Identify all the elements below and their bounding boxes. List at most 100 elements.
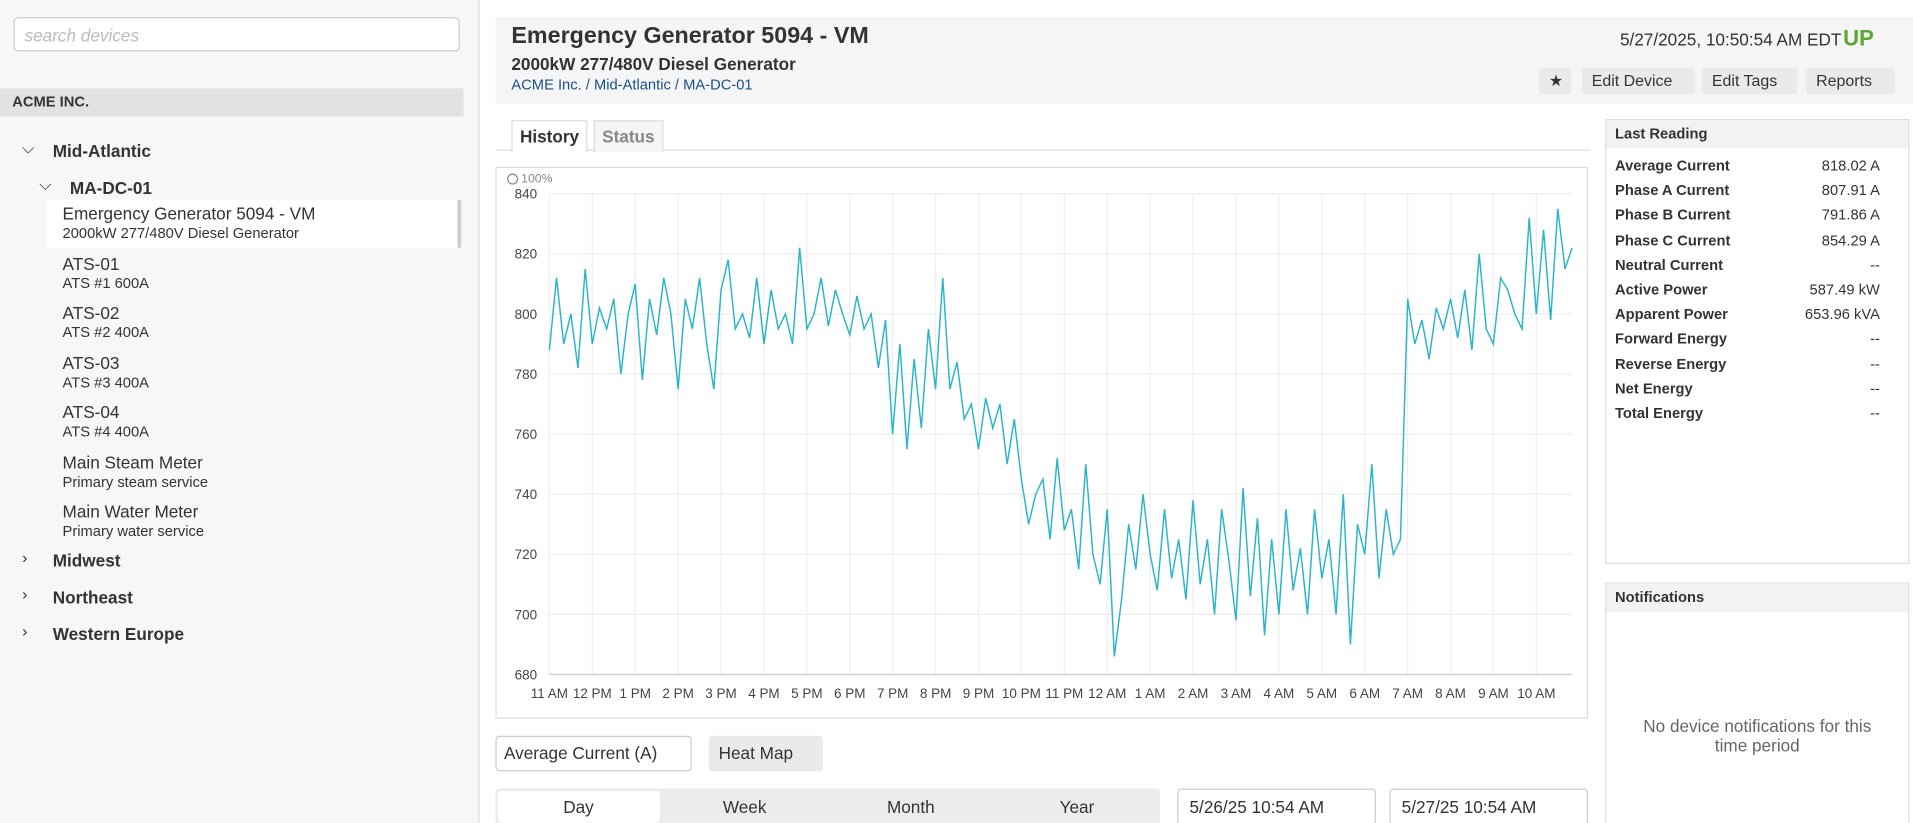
device-item[interactable]: ATS-03 ATS #3 400A: [47, 349, 461, 397]
end-date[interactable]: 5/27/25 10:54 AM: [1389, 788, 1589, 823]
reading-label: Phase B Current: [1615, 206, 1731, 224]
y-tick-label: 740: [515, 487, 537, 502]
chevron[interactable]: ›: [22, 621, 28, 640]
reading-label: Active Power: [1615, 280, 1708, 298]
reading-value: --: [1870, 330, 1880, 348]
tree-node[interactable]: Western Europe: [52, 623, 185, 644]
device-desc: ATS #4 400A: [62, 423, 149, 441]
range-option[interactable]: Year: [1059, 797, 1095, 817]
reading-label: Neutral Current: [1615, 256, 1723, 274]
device-item[interactable]: Main Steam Meter Primary steam service: [47, 448, 461, 496]
device-title: Emergency Generator 5094 - VM: [511, 23, 869, 50]
y-tick-label: 840: [515, 187, 537, 202]
panel-title: Notifications: [1606, 583, 1909, 612]
reading-row: Phase B Current 791.86 A: [1615, 206, 1880, 223]
reading-row: Phase A Current 807.91 A: [1615, 182, 1880, 199]
tree-node[interactable]: MA-DC-01: [69, 177, 152, 198]
sidebar: search devices ACME INC. ⌵ Mid-Atlantic ⌵ M…: [0, 0, 480, 823]
device-item[interactable]: Main Water Meter Primary water service: [47, 498, 461, 546]
header-button[interactable]: Edit Device: [1581, 67, 1695, 95]
device-item[interactable]: ATS-04 ATS #4 400A: [47, 399, 461, 447]
chevron[interactable]: ›: [22, 547, 28, 566]
chevron[interactable]: ⌵: [39, 175, 52, 194]
chevron[interactable]: ›: [22, 584, 28, 603]
metric-select[interactable]: Average Current (A): [495, 735, 692, 772]
zoom-icon: [507, 173, 519, 185]
device-name: Main Steam Meter: [62, 451, 203, 472]
reading-value: 854.29 A: [1821, 231, 1880, 249]
x-tick-label: 1 PM: [619, 686, 650, 701]
last-reading-panel: Last Reading Average Current 818.02 A Phas…: [1605, 118, 1910, 565]
header-button[interactable]: Edit Tags: [1702, 67, 1798, 95]
x-tick-label: 2 PM: [662, 686, 693, 701]
x-tick-label: 9 AM: [1478, 686, 1509, 701]
chart: 100% 680 700 720 740 760 780 800 820 840 11 AM 12 P…: [507, 172, 1573, 701]
reading-label: Phase C Current: [1615, 231, 1731, 249]
reading-row: Active Power 587.49 kW: [1615, 281, 1880, 298]
x-tick-label: 4 PM: [748, 686, 779, 701]
reading-value: --: [1870, 404, 1880, 422]
favorite-button[interactable]: ★: [1539, 67, 1571, 95]
reading-value: 791.86 A: [1821, 206, 1880, 224]
y-tick-label: 780: [515, 367, 537, 382]
x-tick-label: 6 AM: [1349, 686, 1380, 701]
header-button[interactable]: Reports: [1806, 67, 1895, 95]
x-tick-label: 7 PM: [877, 686, 908, 701]
range-option[interactable]: Month: [886, 797, 935, 817]
range-option[interactable]: Week: [722, 797, 767, 817]
device-name: ATS-01: [62, 253, 120, 273]
reading-label: Total Energy: [1615, 404, 1704, 422]
chart-panel: 100% 680 700 720 740 760 780 800 820 840 11 AM 12 P…: [495, 166, 1589, 719]
device-desc: ATS #1 600A: [62, 274, 149, 292]
reading-label: Apparent Power: [1615, 305, 1728, 323]
org-header[interactable]: ACME INC.: [0, 88, 464, 117]
heatmap-button[interactable]: Heat Map: [708, 735, 823, 772]
device-name: ATS-04: [62, 402, 120, 422]
device-name: Main Water Meter: [62, 501, 199, 522]
chevron[interactable]: ⌵: [22, 138, 35, 157]
device-item[interactable]: Emergency Generator 5094 - VM 2000kW 277/…: [46, 199, 462, 248]
reading-row: Total Energy --: [1615, 405, 1880, 422]
x-tick-label: 5 AM: [1306, 686, 1337, 701]
tree-node[interactable]: Northeast: [52, 586, 133, 607]
reading-label: Phase A Current: [1615, 181, 1730, 199]
tab[interactable]: History: [511, 120, 588, 153]
range-option[interactable]: Day: [497, 790, 660, 823]
reading-row: Average Current 818.02 A: [1615, 157, 1880, 174]
reading-value: --: [1870, 379, 1880, 398]
x-tick-label: 12 PM: [573, 686, 612, 701]
x-tick-label: 12 AM: [1088, 686, 1126, 701]
y-tick-label: 700: [515, 607, 537, 622]
reading-label: Forward Energy: [1615, 330, 1728, 348]
device-desc: 2000kW 277/480V Diesel Generator: [62, 224, 299, 242]
search-input[interactable]: search devices: [13, 17, 460, 52]
reading-value: 818.02 A: [1821, 156, 1880, 175]
reading-row: Neutral Current --: [1615, 256, 1880, 273]
start-date[interactable]: 5/26/25 10:54 AM: [1177, 788, 1376, 823]
x-tick-label: 9 PM: [963, 686, 994, 701]
y-tick-label: 720: [515, 547, 537, 562]
breadcrumb[interactable]: ACME Inc. / Mid-Atlantic / MA-DC-01: [511, 76, 753, 94]
x-tick-label: 7 AM: [1392, 686, 1423, 701]
x-tick-label: 3 PM: [705, 686, 736, 701]
reading-label: Reverse Energy: [1615, 355, 1727, 373]
x-tick-label: 2 AM: [1178, 686, 1209, 701]
device-item[interactable]: ATS-01 ATS #1 600A: [47, 250, 461, 298]
x-tick-label: 5 PM: [791, 686, 822, 701]
reading-row: Reverse Energy --: [1615, 355, 1880, 372]
device-item[interactable]: ATS-02 ATS #2 400A: [47, 299, 461, 347]
device-desc: ATS #2 400A: [62, 323, 149, 341]
tree-node[interactable]: Midwest: [52, 549, 121, 570]
tree-node[interactable]: Mid-Atlantic: [52, 141, 151, 161]
reading-value: 653.96 kVA: [1804, 305, 1880, 323]
x-tick-label: 8 PM: [920, 686, 951, 701]
status: UP: [1843, 25, 1874, 51]
tab[interactable]: Status: [593, 120, 664, 153]
reading-value: --: [1870, 355, 1880, 373]
y-tick-label: 820: [515, 247, 537, 262]
y-tick-label: 800: [515, 307, 537, 322]
x-tick-label: 10 AM: [1517, 686, 1555, 701]
y-tick-label: 760: [515, 427, 537, 442]
device-subtitle: 2000kW 277/480V Diesel Generator: [511, 53, 796, 74]
